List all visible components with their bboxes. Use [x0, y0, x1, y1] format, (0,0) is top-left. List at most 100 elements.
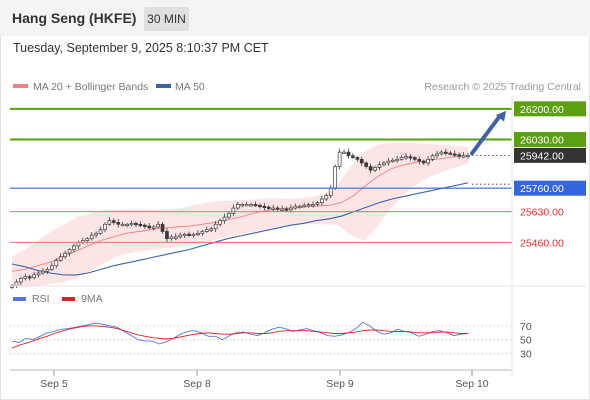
- legend-ma50: MA 50: [156, 81, 205, 93]
- forecast-arrow-shaft: [470, 113, 502, 156]
- candle-body: [76, 241, 81, 247]
- candle-body: [231, 207, 236, 214]
- candle-body: [23, 276, 28, 279]
- rsi-ma-line: [11, 325, 468, 349]
- candle-body: [413, 157, 417, 160]
- candle-body: [169, 236, 174, 240]
- ma20-line: [11, 155, 469, 272]
- candle-body: [218, 220, 222, 225]
- candle-body: [448, 152, 453, 155]
- level-value-25630.00: 25630.00: [520, 207, 564, 219]
- legend-rsi-ma: 9MA: [62, 293, 103, 305]
- legend-rsi: RSI: [13, 293, 50, 305]
- candle-body: [466, 155, 470, 158]
- timeframe-button[interactable]: 30 MIN: [144, 7, 189, 31]
- rsi-legend-label: RSI: [32, 293, 50, 305]
- candle-body: [67, 249, 72, 254]
- rsi-line: [11, 321, 469, 345]
- candle-body: [311, 204, 315, 207]
- candle-body: [404, 156, 408, 159]
- candle-body: [98, 229, 103, 234]
- candle-body: [373, 167, 377, 171]
- time-axis: Sep 5 Sep 8 Sep 9 Sep 10: [10, 96, 513, 390]
- candle-body: [320, 198, 324, 203]
- candle-body: [421, 160, 426, 164]
- candle-body: [426, 158, 431, 164]
- candle-body: [49, 265, 54, 270]
- candle-body: [36, 272, 41, 276]
- candle-body: [302, 204, 307, 208]
- candle-body: [271, 207, 276, 210]
- candle-body: [165, 231, 169, 240]
- candle-body: [151, 226, 156, 229]
- candle-body: [289, 207, 293, 211]
- candle-body: [107, 220, 112, 225]
- candle-body: [120, 223, 125, 227]
- candle-body: [89, 234, 94, 240]
- candles: [10, 148, 470, 289]
- candle-body: [111, 220, 116, 223]
- level-value-25942.00: 25942.00: [520, 150, 564, 162]
- level-value-26030.00: 26030.00: [520, 134, 564, 146]
- chart-header: Hang Seng (HKFE) 30 MIN: [0, 0, 590, 36]
- candle-body: [266, 206, 271, 209]
- level-value-26200.00: 26200.00: [520, 104, 564, 116]
- candle-body: [213, 223, 218, 230]
- candle-body: [430, 155, 435, 160]
- time-tick-label: Sep 5: [40, 378, 68, 390]
- candle-body: [129, 223, 134, 226]
- candle-body: [235, 204, 240, 209]
- time-tick-label: Sep 9: [326, 378, 354, 390]
- rsi-ma-legend-label: 9MA: [81, 293, 103, 305]
- rsi-tick-70: 70: [520, 321, 532, 333]
- time-tick-label: Sep 8: [183, 378, 211, 390]
- ma50-legend-label: MA 50: [175, 81, 205, 93]
- candle-body: [187, 233, 191, 236]
- level-tag-25942.00: [514, 147, 586, 163]
- candle-body: [324, 195, 329, 200]
- candle-body: [328, 187, 333, 196]
- chart-datetime: Tuesday, September 9, 2025 8:10:37 PM CE…: [13, 41, 269, 55]
- candle-body: [240, 204, 245, 207]
- candle-body: [258, 204, 262, 208]
- candle-body: [386, 160, 391, 164]
- rsi-tick-50: 50: [520, 335, 532, 347]
- candle-body: [156, 223, 160, 228]
- candle-body: [222, 216, 227, 222]
- bollinger-band-area: [12, 143, 468, 288]
- price-levels: 26200.00 26030.00 25942.00 25760.00 25630.00…: [10, 101, 586, 249]
- candle-body: [408, 156, 413, 159]
- candle-body: [306, 204, 311, 207]
- candle-body: [173, 236, 178, 239]
- candle-body: [125, 223, 129, 227]
- level-tag-26030.00: [514, 131, 586, 147]
- candle-body: [315, 202, 320, 205]
- candle-body: [346, 151, 351, 157]
- candle-body: [351, 155, 355, 158]
- candle-body: [63, 252, 67, 258]
- rsi-plot: 70 50 30: [10, 321, 532, 361]
- level-value-25760.00: 25760.00: [520, 183, 564, 195]
- instrument-title: Hang Seng (HKFE): [12, 10, 137, 26]
- legend-ma20: MA 20 + Bollinger Bands: [13, 81, 148, 93]
- candle-body: [364, 162, 369, 167]
- ma20-legend-swatch: [13, 84, 28, 88]
- candle-body: [280, 208, 284, 211]
- candle-body: [359, 158, 364, 164]
- candle-body: [142, 224, 147, 227]
- candle-body: [342, 151, 346, 154]
- rsi-ma-legend-swatch: [62, 297, 75, 301]
- price-plot: [10, 143, 470, 289]
- candle-body: [395, 158, 400, 162]
- candle-body: [382, 162, 386, 166]
- time-tick-label: Sep 10: [455, 378, 488, 390]
- candle-body: [72, 245, 76, 250]
- copyright-label: Research © 2025 Trading Central: [424, 81, 581, 93]
- candle-body: [200, 231, 205, 234]
- candle-body: [54, 260, 59, 267]
- candle-body: [249, 204, 253, 207]
- ma20-legend-label: MA 20 + Bollinger Bands: [33, 81, 148, 93]
- candle-body: [253, 204, 258, 207]
- candle-body: [377, 164, 382, 168]
- candle-body: [191, 233, 196, 236]
